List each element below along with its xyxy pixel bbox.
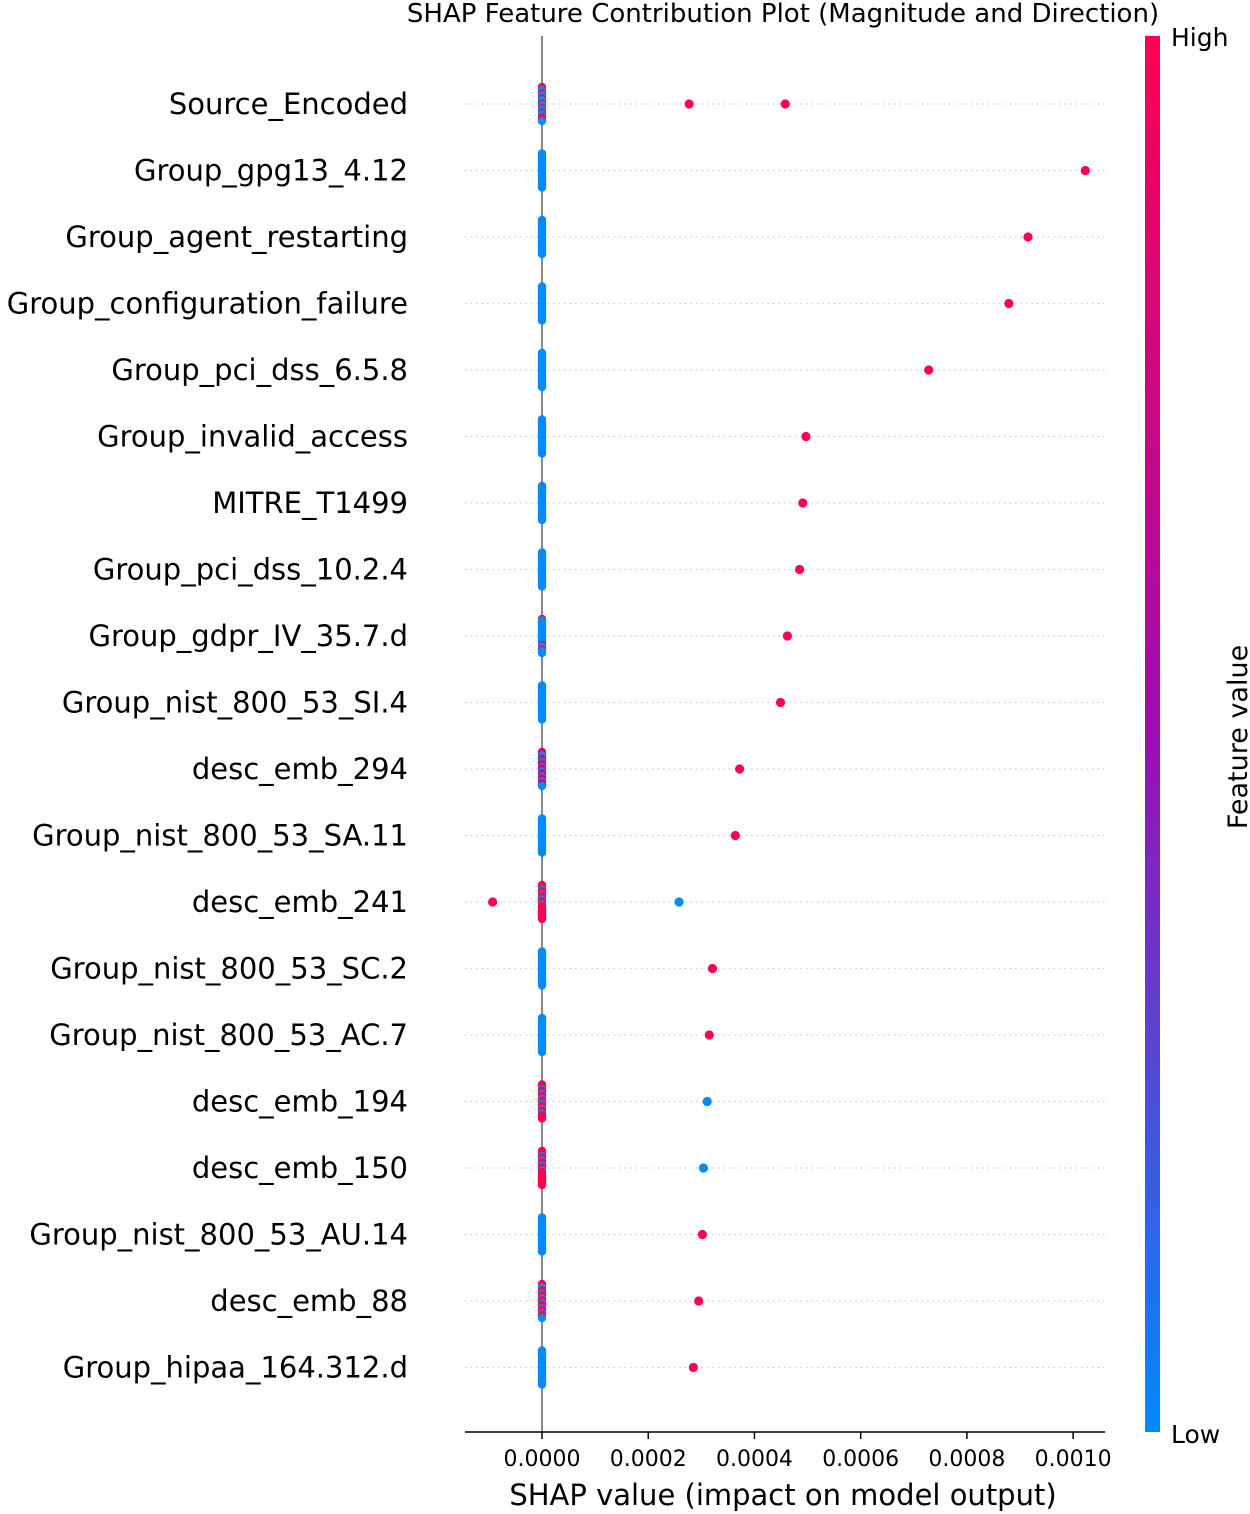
shap-point xyxy=(688,1362,698,1373)
feature-label: Group_nist_800_53_AC.7 xyxy=(49,1018,408,1052)
feature-label: Group_gdpr_IV_35.7.d xyxy=(88,619,408,653)
shap-point xyxy=(801,431,811,442)
colorbar-title: Feature value xyxy=(1223,645,1250,829)
shap-point xyxy=(488,897,498,907)
x-axis-title: SHAP value (impact on model output) xyxy=(509,1478,1056,1512)
shap-point xyxy=(782,631,792,641)
x-tick-label: 0.0002 xyxy=(610,1447,687,1472)
x-axis-ticks: 0.0000 0.0002 0.0004 0.0006 0.0008 0.0010 xyxy=(504,1432,1112,1472)
cluster-point xyxy=(537,1114,547,1123)
chart-title: SHAP Feature Contribution Plot (Magnitud… xyxy=(407,0,1159,29)
shap-point xyxy=(730,830,740,841)
x-tick-label: 0.0000 xyxy=(504,1447,581,1472)
cluster-point xyxy=(537,848,547,857)
feature-label: Source_Encoded xyxy=(169,87,408,121)
shap-point xyxy=(798,498,808,508)
colorbar xyxy=(1145,36,1160,1432)
cluster-point xyxy=(537,116,547,126)
shap-point xyxy=(694,1296,704,1306)
x-tick-label: 0.0004 xyxy=(716,1447,793,1472)
shap-point xyxy=(702,1096,712,1107)
cluster-point xyxy=(537,183,547,192)
shap-point xyxy=(674,897,684,907)
feature-label: desc_emb_150 xyxy=(192,1151,408,1185)
x-tick-label: 0.0006 xyxy=(822,1447,899,1472)
shap-point xyxy=(697,1229,708,1240)
shap-point xyxy=(684,99,694,109)
feature-label: desc_emb_194 xyxy=(192,1085,408,1119)
feature-labels: Source_Encoded Group_gpg13_4.12 Group_agen… xyxy=(7,87,408,1385)
shap-point xyxy=(734,764,745,774)
row-gridlines xyxy=(465,103,1105,1369)
feature-label: Group_nist_800_53_SA.11 xyxy=(32,819,408,853)
x-tick-label: 0.0008 xyxy=(928,1447,1005,1472)
shap-point xyxy=(698,1163,709,1173)
shap-point xyxy=(924,365,934,375)
cluster-point xyxy=(537,1247,547,1256)
feature-label: Group_invalid_access xyxy=(97,420,408,454)
feature-label: Group_pci_dss_10.2.4 xyxy=(93,553,408,587)
feature-label: Group_hipaa_164.312.d xyxy=(63,1351,408,1385)
shap-point xyxy=(707,963,718,974)
shap-point xyxy=(795,564,805,575)
feature-label: desc_emb_241 xyxy=(192,885,408,919)
cluster-point xyxy=(537,449,547,458)
feature-label: Group_nist_800_53_SI.4 xyxy=(62,686,408,720)
cluster-point xyxy=(537,648,547,658)
shap-point xyxy=(1080,165,1090,176)
cluster-point xyxy=(537,1180,547,1190)
cluster-point xyxy=(537,981,547,990)
cluster-point xyxy=(537,382,547,392)
cluster-point xyxy=(537,715,547,724)
feature-label: Group_nist_800_53_AU.14 xyxy=(29,1218,408,1252)
feature-label: desc_emb_294 xyxy=(192,752,408,786)
feature-label: Group_nist_800_53_SC.2 xyxy=(50,952,408,986)
cluster-point xyxy=(537,316,547,325)
feature-label: Group_gpg13_4.12 xyxy=(134,154,408,188)
x-tick-label: 0.0010 xyxy=(1035,1447,1112,1472)
shap-point xyxy=(1023,232,1033,242)
shap-points xyxy=(488,82,1090,1389)
shap-point xyxy=(1004,298,1014,309)
cluster-point xyxy=(537,914,547,924)
cluster-point xyxy=(537,515,547,525)
feature-label: MITRE_T1499 xyxy=(212,486,408,520)
cluster-point xyxy=(537,1380,547,1389)
shap-point xyxy=(780,99,790,109)
shap-point xyxy=(704,1030,714,1040)
feature-label: Group_pci_dss_6.5.8 xyxy=(111,353,408,387)
colorbar-high-label: High xyxy=(1171,23,1228,52)
feature-label: Group_configuration_failure xyxy=(7,287,408,321)
shap-point xyxy=(775,697,786,708)
cluster-point xyxy=(537,1313,547,1323)
cluster-point xyxy=(537,582,547,591)
cluster-point xyxy=(537,1047,547,1057)
feature-label: desc_emb_88 xyxy=(210,1284,408,1318)
cluster-point xyxy=(537,249,547,259)
cluster-point xyxy=(537,781,547,791)
colorbar-low-label: Low xyxy=(1171,1420,1220,1449)
feature-label: Group_agent_restarting xyxy=(65,220,408,254)
